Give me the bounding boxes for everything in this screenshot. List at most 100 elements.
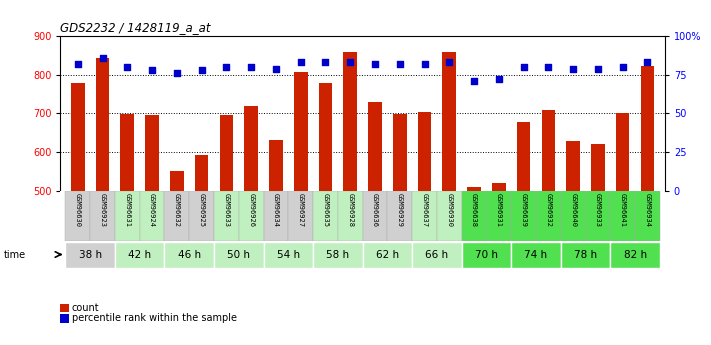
Bar <box>115 243 164 268</box>
Text: GSM96634: GSM96634 <box>273 193 279 227</box>
Bar <box>536 190 561 241</box>
Point <box>345 60 356 65</box>
Bar <box>288 190 313 241</box>
Text: 78 h: 78 h <box>574 249 597 259</box>
Bar <box>586 190 610 241</box>
Text: count: count <box>72 303 100 313</box>
Bar <box>486 190 511 241</box>
Text: 38 h: 38 h <box>79 249 102 259</box>
Text: GSM96638: GSM96638 <box>471 193 477 227</box>
Bar <box>461 243 511 268</box>
Bar <box>418 112 432 190</box>
Text: 66 h: 66 h <box>425 249 449 259</box>
Text: GSM96633: GSM96633 <box>223 193 230 227</box>
Bar <box>145 115 159 190</box>
Text: GSM96932: GSM96932 <box>545 193 551 227</box>
Point <box>320 60 331 65</box>
Bar <box>437 190 461 241</box>
Bar <box>189 190 214 241</box>
Text: time: time <box>4 250 26 260</box>
Point <box>592 66 604 71</box>
Bar <box>467 187 481 190</box>
Bar <box>65 243 115 268</box>
Bar <box>517 122 530 190</box>
Bar <box>343 52 357 190</box>
Text: GDS2232 / 1428119_a_at: GDS2232 / 1428119_a_at <box>60 21 211 34</box>
Bar <box>195 155 208 190</box>
Point <box>369 61 380 67</box>
Text: 46 h: 46 h <box>178 249 201 259</box>
Text: GSM96632: GSM96632 <box>174 193 180 227</box>
Bar <box>120 114 134 190</box>
Text: GSM96630: GSM96630 <box>75 193 81 227</box>
Bar <box>313 243 363 268</box>
Bar <box>561 190 586 241</box>
Text: 42 h: 42 h <box>128 249 151 259</box>
Text: 74 h: 74 h <box>525 249 547 259</box>
Bar <box>71 83 85 190</box>
Bar <box>214 243 264 268</box>
Text: GSM96635: GSM96635 <box>323 193 328 227</box>
Text: GSM96924: GSM96924 <box>149 193 155 227</box>
Bar <box>561 243 610 268</box>
Bar <box>461 190 486 241</box>
Bar <box>90 190 115 241</box>
Point <box>220 64 232 70</box>
Point <box>493 77 505 82</box>
Bar <box>542 110 555 190</box>
Bar <box>338 190 363 241</box>
Bar <box>294 72 307 190</box>
Bar <box>220 115 233 190</box>
Bar <box>264 243 313 268</box>
Bar <box>239 190 264 241</box>
Bar <box>245 107 258 190</box>
Point <box>394 61 405 67</box>
Bar <box>610 190 635 241</box>
Bar <box>313 190 338 241</box>
Bar <box>492 183 506 190</box>
Bar <box>641 66 654 190</box>
Bar <box>164 243 214 268</box>
Bar <box>164 190 189 241</box>
Text: 58 h: 58 h <box>326 249 349 259</box>
Bar <box>319 83 332 190</box>
Text: GSM96636: GSM96636 <box>372 193 378 227</box>
Bar <box>387 190 412 241</box>
Text: 70 h: 70 h <box>475 249 498 259</box>
Text: GSM96931: GSM96931 <box>496 193 502 227</box>
Bar <box>567 141 580 190</box>
Text: GSM96926: GSM96926 <box>248 193 254 227</box>
Point <box>146 67 158 73</box>
Text: 82 h: 82 h <box>624 249 646 259</box>
Point <box>542 64 554 70</box>
Bar <box>511 243 561 268</box>
Bar <box>139 190 164 241</box>
Bar <box>65 190 90 241</box>
Text: GSM96933: GSM96933 <box>595 193 601 227</box>
Point <box>295 60 306 65</box>
Text: GSM96639: GSM96639 <box>520 193 527 227</box>
Text: GSM96927: GSM96927 <box>298 193 304 227</box>
Text: GSM96637: GSM96637 <box>422 193 427 227</box>
Point <box>518 64 529 70</box>
Bar <box>635 190 660 241</box>
Point <box>196 67 208 73</box>
Point <box>469 78 480 84</box>
Bar <box>442 52 456 190</box>
Text: 54 h: 54 h <box>277 249 300 259</box>
Point <box>270 66 282 71</box>
Text: GSM96641: GSM96641 <box>620 193 626 227</box>
Bar <box>610 243 660 268</box>
Text: GSM96928: GSM96928 <box>347 193 353 227</box>
Bar <box>511 190 536 241</box>
Point <box>419 61 430 67</box>
Point <box>642 60 653 65</box>
Text: 62 h: 62 h <box>376 249 399 259</box>
Point <box>122 64 133 70</box>
Point <box>444 60 455 65</box>
Bar <box>412 190 437 241</box>
Point <box>72 61 83 67</box>
Bar <box>264 190 288 241</box>
Text: 50 h: 50 h <box>228 249 250 259</box>
Point <box>97 55 108 61</box>
